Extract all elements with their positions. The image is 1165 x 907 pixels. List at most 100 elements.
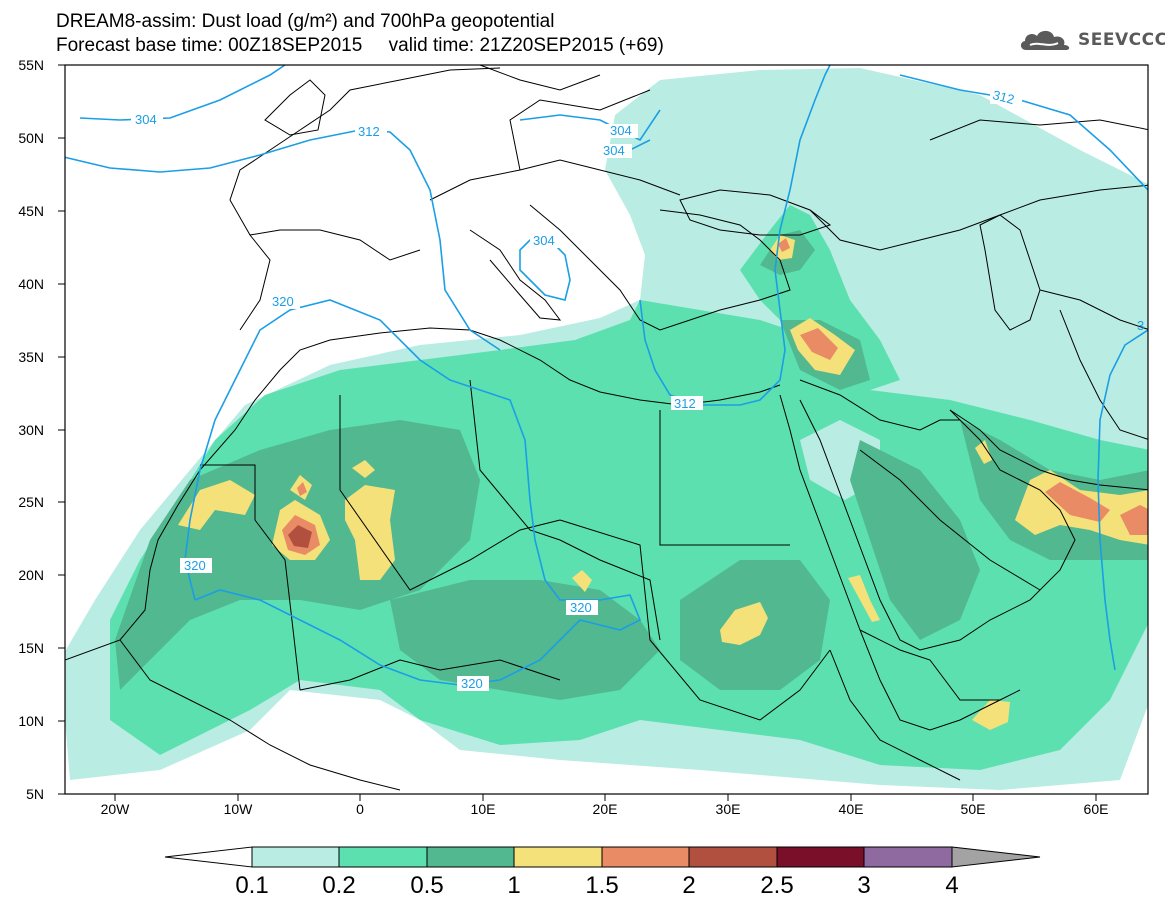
lat-label: 20N [18, 567, 44, 583]
coast-europe-west [229, 67, 501, 236]
colorbar-label: 0.5 [410, 872, 443, 899]
colorbar-box [601, 846, 690, 868]
coast-iran [949, 409, 1148, 491]
dust-orange-syria [800, 328, 838, 360]
colorbar-upper-arrow [951, 846, 1041, 868]
border-niger [299, 659, 561, 691]
colorbar-label: 2.5 [760, 872, 793, 899]
contour-label: 320 [184, 558, 206, 573]
dust-yellow-algeria-n [352, 460, 375, 478]
colorbar-label: 3 [857, 872, 870, 899]
border-ethiopia [829, 649, 961, 781]
contour-320-east [1097, 329, 1148, 671]
contour-label-group: 304 312 304 304 304 320 312 312 320 320 … [131, 87, 1144, 691]
contour-label: 304 [610, 123, 632, 138]
lon-label: 50E [961, 801, 986, 817]
colorbar-box [426, 846, 515, 868]
dust-orange-iran [1120, 505, 1148, 535]
coast-caspian [979, 214, 1041, 331]
border-horn [859, 629, 1000, 701]
lat-label: 5N [26, 786, 44, 802]
colorbar-label: 1 [507, 872, 520, 899]
border-russia [809, 184, 1148, 251]
contour-label: 3 [1137, 318, 1144, 333]
lon-label: 10E [471, 801, 496, 817]
lat-labels: 55N 50N 45N 40N 35N 30N 25N 20N 15N 10N … [18, 57, 44, 802]
coast-africa-west [65, 327, 781, 661]
border-sahara-3 [469, 379, 661, 641]
contour-304-atlantic [79, 65, 286, 121]
contour-label: 320 [272, 294, 294, 309]
coast-balkans [529, 204, 791, 331]
contour-label: 312 [991, 87, 1016, 107]
seevccc-logo: SEEVCCC [1018, 26, 1165, 54]
colorbar-box [513, 846, 603, 868]
colorbar-box [776, 846, 865, 868]
forecast-time-line: Forecast base time: 00Z18SEP2015 valid t… [56, 35, 664, 56]
colorbar-label: 0.2 [322, 872, 355, 899]
coast-africa-gulf-guinea [119, 639, 401, 791]
border-kazakh [929, 119, 1148, 141]
map-title: DREAM8-assim: Dust load (g/m²) and 700hP… [56, 11, 555, 32]
contour-label: 304 [135, 112, 157, 127]
lon-label: 30E [716, 801, 741, 817]
coast-black-sea [679, 189, 832, 236]
colorbar [164, 846, 1041, 868]
colorbar-label: 4 [945, 872, 958, 899]
logo-text: SEEVCCC [1078, 30, 1165, 50]
contour-label: 304 [603, 143, 625, 158]
lat-label: 35N [18, 349, 44, 365]
dust-yellow-mauritania [178, 480, 255, 530]
coast-italy [469, 229, 562, 321]
dust-field [65, 68, 1148, 790]
colorbar-box [688, 846, 778, 868]
contour-label: 320 [461, 676, 483, 691]
dust-yellow-somalia [972, 700, 1010, 730]
geopotential-contours [65, 65, 1148, 686]
lat-label: 45N [18, 203, 44, 219]
colorbar-box [251, 846, 340, 868]
border-iran-afg [1059, 309, 1148, 440]
border-sahara-1 [200, 464, 301, 691]
contour-label: 312 [358, 124, 380, 139]
border-europe-1 [429, 159, 681, 201]
contour-312-north [65, 129, 501, 351]
lat-label: 50N [18, 130, 44, 146]
border-sahara-2 [339, 395, 561, 591]
cloud-icon [1020, 30, 1070, 50]
lat-ticks [58, 64, 65, 795]
dust-orange-gulf [1045, 482, 1110, 522]
dust-brown-mali [288, 525, 312, 548]
lat-label: 25N [18, 494, 44, 510]
colorbar-box [863, 846, 953, 868]
dust-yellow-sudan [720, 602, 768, 645]
contour-320-africa [184, 299, 642, 686]
dust-region-medium [110, 300, 1148, 770]
colorbar-label: 0.1 [235, 872, 268, 899]
lon-label: 40E [839, 801, 864, 817]
coast-iberia [239, 229, 421, 331]
border-europe-2 [509, 89, 651, 171]
lon-ticks [114, 794, 1097, 801]
lat-label: 30N [18, 422, 44, 438]
lat-label: 15N [18, 640, 44, 656]
dust-orange-caucasus [778, 238, 790, 252]
coast-arabia [799, 399, 1076, 651]
coastlines [65, 65, 1148, 791]
dust-yellow-chad [572, 570, 592, 592]
lon-label: 0 [356, 801, 364, 817]
lon-labels: 20W 10W 0 10E 20E 30E 40E 50E 60E [101, 801, 1109, 817]
colorbar-label: 2 [682, 872, 695, 899]
contour-304-italy [519, 239, 571, 301]
contour-label: 312 [674, 396, 696, 411]
contour-312-med [639, 65, 831, 406]
contour-label: 304 [533, 233, 555, 248]
colorbar-box [338, 846, 428, 868]
colorbar-labels: 0.1 0.2 0.5 1 1.5 2 2.5 3 4 [235, 872, 958, 899]
border-egypt-libya [659, 410, 790, 546]
dust-orange-mali-n [297, 482, 307, 496]
border-saudi [859, 449, 1041, 591]
dust-yellow-gulf-n [975, 440, 992, 464]
lat-label: 40N [18, 276, 44, 292]
